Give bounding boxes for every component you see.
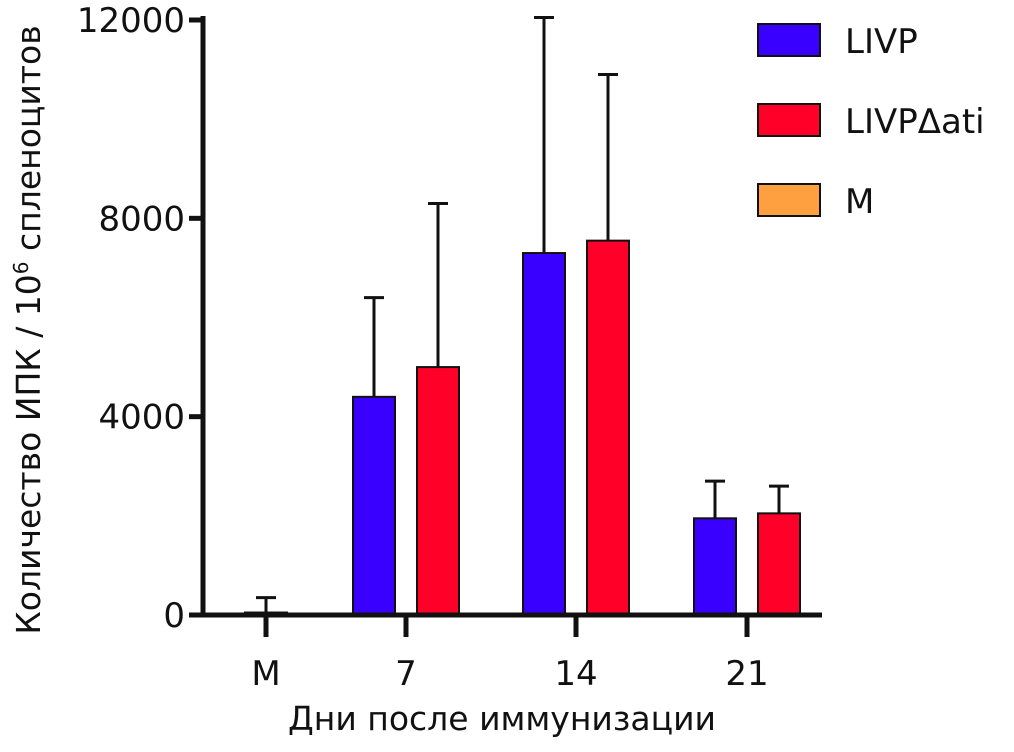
bars-layer: [244, 239, 801, 617]
bar-livp-7: [352, 395, 396, 617]
bar-livpati-21: [757, 512, 801, 617]
y-tick-label-8000: 8000: [98, 199, 185, 239]
y-tick-label-4000: 4000: [98, 398, 185, 438]
y-axis-title-superscript: 6: [9, 261, 33, 274]
bar-livp-14: [522, 252, 566, 617]
bar-livp-21: [693, 517, 737, 616]
y-axis-title: Количество ИПК / 106 спленоцитов: [9, 25, 48, 634]
legend: LIVP LIVPΔati M: [757, 22, 985, 222]
y-axis-title-suffix: спленоцитов: [9, 25, 48, 261]
bar-livpati-7: [416, 366, 460, 617]
x-axis-title: Дни после иммунизации: [288, 699, 716, 738]
legend-label-m: M: [845, 182, 874, 222]
y-axis-title-prefix: Количество ИПК / 10: [9, 274, 48, 634]
legend-swatch-livp: [757, 23, 821, 57]
legend-swatch-m: [757, 183, 821, 217]
legend-label-livp: LIVP: [845, 22, 918, 62]
x-tick-label-M: M: [251, 654, 280, 694]
bar-livpati-14: [586, 239, 630, 616]
legend-label-livpati: LIVPΔati: [845, 102, 985, 142]
error-bars-layer: [256, 16, 789, 613]
y-tick-label-12000: 12000: [77, 1, 185, 41]
legend-swatch-livpati: [757, 103, 821, 137]
x-tick-label-7: 7: [395, 654, 417, 694]
y-tick-label-0: 0: [163, 596, 185, 636]
x-tick-label-14: 14: [554, 654, 597, 694]
axes-layer: 0 4000 8000 12000 M 7 14 21: [77, 1, 822, 694]
x-tick-label-21: 21: [725, 654, 768, 694]
